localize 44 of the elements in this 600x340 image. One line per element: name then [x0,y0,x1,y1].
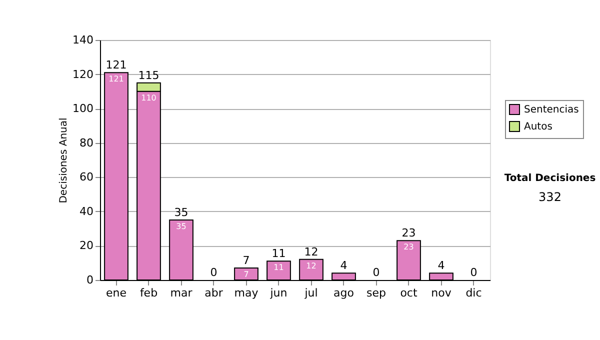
x-tick-label: jun [269,286,288,300]
x-tick-label: jul [304,286,318,300]
x-tick-label: ene [106,286,127,300]
total-label: 0 [210,266,218,279]
text: Total Decisiones [504,173,596,184]
data-label: 121 [108,74,124,84]
total-label: 12 [304,245,318,258]
total-label: 7 [242,254,250,267]
data-label: 110 [141,93,156,102]
total-label: 4 [340,259,348,272]
x-tick-label: may [234,286,259,300]
y-tick-label: 100 [72,102,94,116]
total-label: 4 [438,259,445,272]
y-tick-label: 0 [86,274,94,286]
total-label: 121 [106,58,127,72]
x-tick-label: dic [466,286,482,300]
y-tick-label: 140 [72,34,94,46]
data-label: 23 [404,242,414,252]
y-tick-label: 60 [80,170,94,184]
data-label: 7 [244,270,249,279]
total-label: 11 [272,247,286,260]
total-label: 0 [372,266,380,279]
x-tick-label: nov [431,286,452,300]
x-tick-label: oct [400,286,418,300]
y-tick-label: 120 [72,68,94,81]
y-axis-title: Decisiones Anual [58,118,70,204]
x-tick-label: abr [204,286,224,300]
y-tick-label: 80 [80,136,94,150]
total-label: 35 [174,206,188,219]
x-tick-label: mar [170,286,193,300]
y-tick-label: 40 [80,204,94,218]
data-label: 12 [306,261,316,270]
data-label: 35 [176,222,186,231]
data-label: 11 [274,263,284,272]
legend-label: Sentencias [524,104,579,116]
legend-label: Autos [524,122,552,132]
total-label: 0 [470,266,478,279]
total-label: 23 [402,226,416,240]
x-tick-label: sep [366,286,386,300]
y-tick-label: 20 [80,239,94,252]
x-tick-label: feb [140,286,158,300]
total-label: 115 [138,68,160,82]
x-tick-label: ago [334,286,354,300]
text: 332 [538,190,562,204]
